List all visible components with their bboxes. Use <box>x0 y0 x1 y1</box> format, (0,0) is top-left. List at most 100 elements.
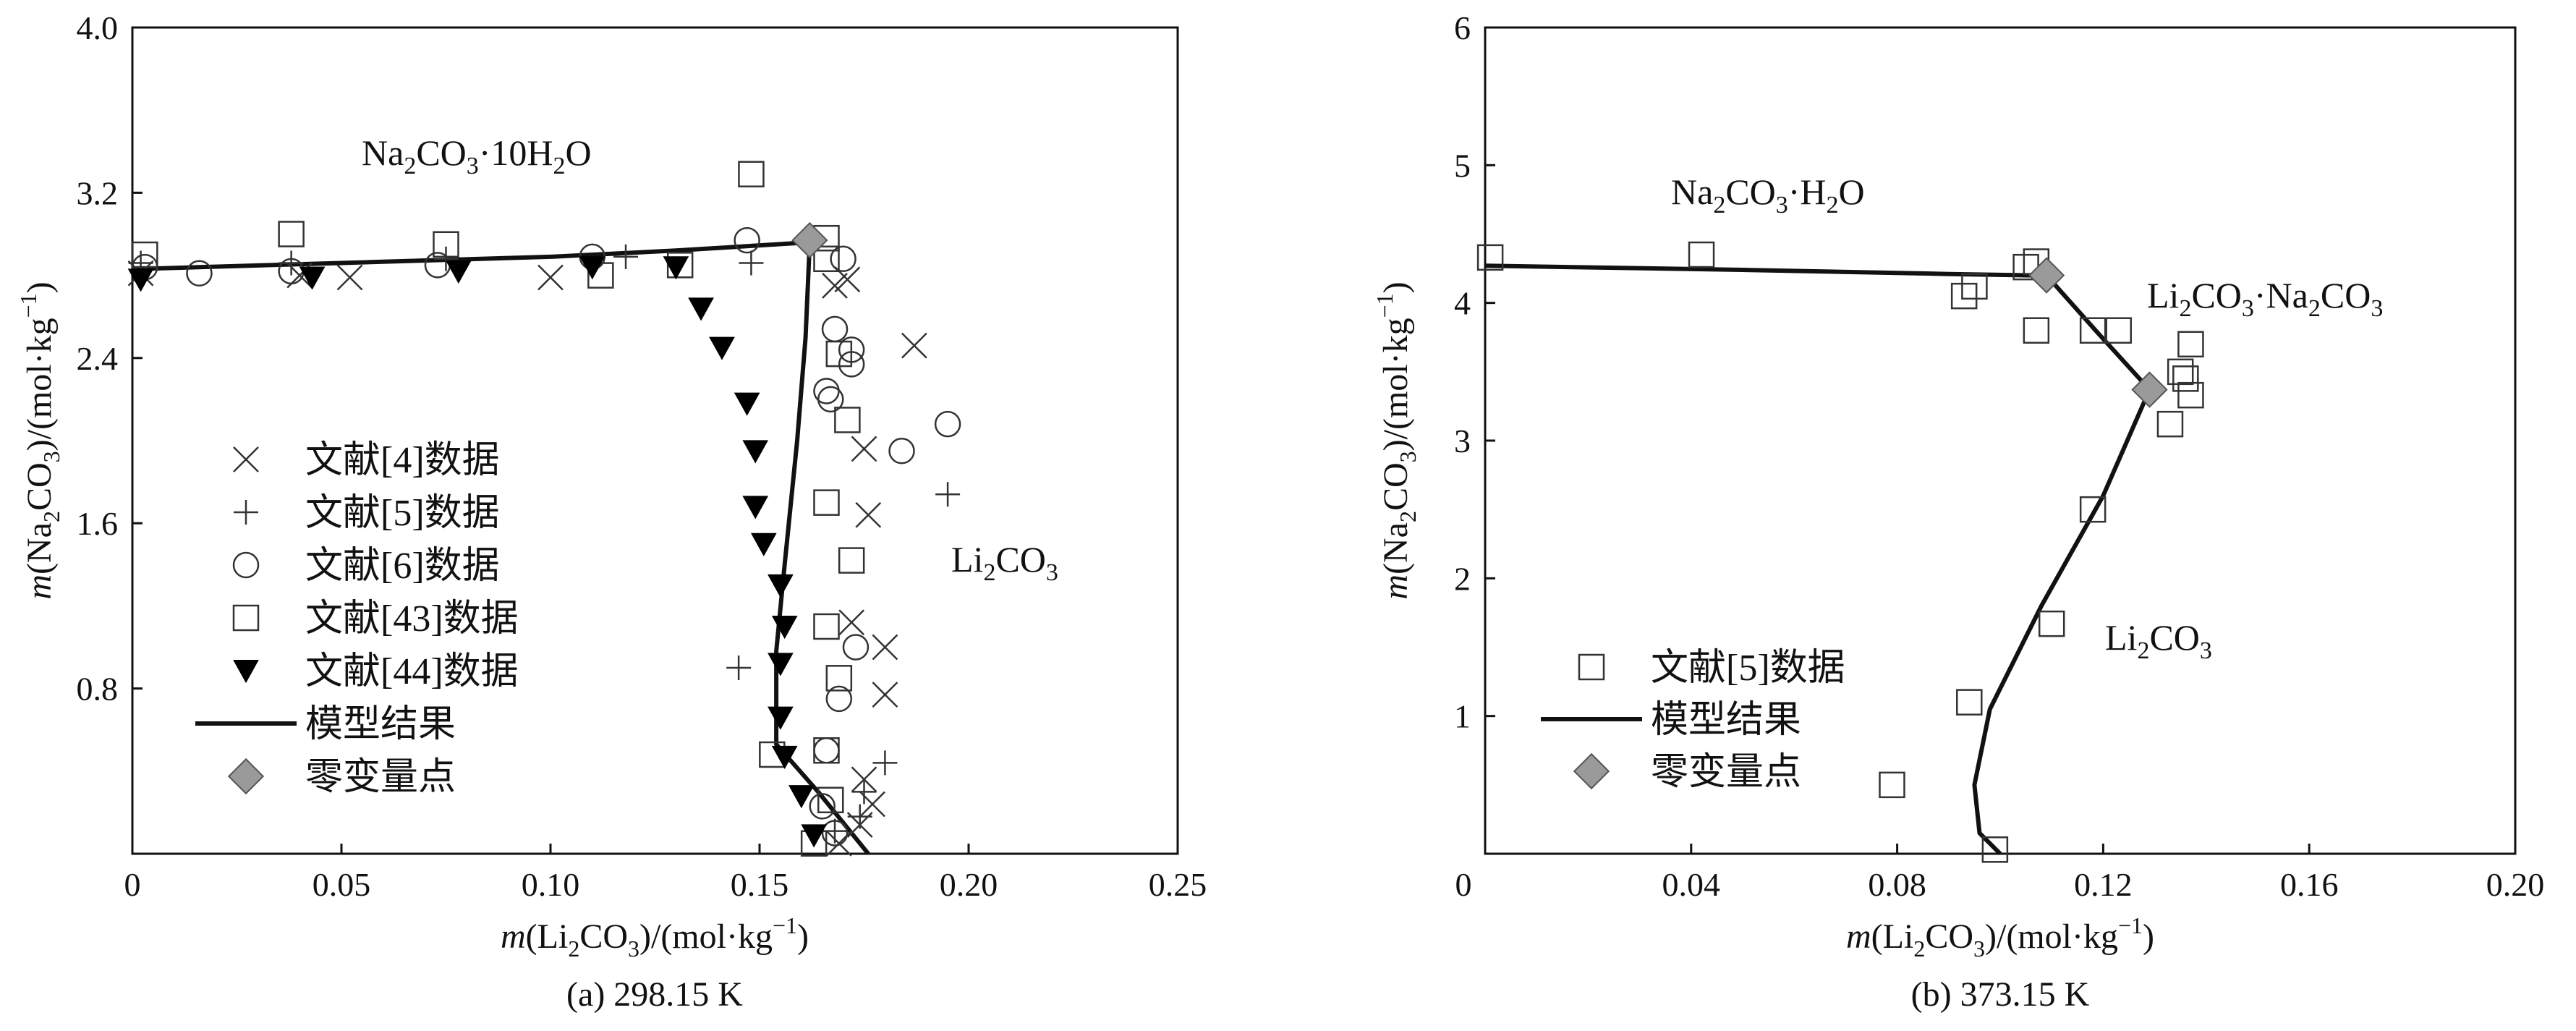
x-tick-label-b: 0.12 <box>2074 866 2133 903</box>
data-point-a-square <box>813 613 840 640</box>
y-tick-label-b: 5 <box>1454 147 1471 184</box>
data-point-a-x <box>901 332 927 359</box>
data-point-b-square <box>2079 496 2107 523</box>
legend-label-a: 文献[4]数据 <box>305 440 500 481</box>
x-axis-label-b: m(Li2CO3)/(mol·kg−1) <box>1846 912 2154 962</box>
data-point-a-square <box>813 489 840 516</box>
panel-a: 0 0.05 0.10 0.15 0.20 0.25 0.8 1.6 2.4 3.2 4.0 文献[… <box>15 9 1207 1014</box>
data-point-a-triangle-down <box>771 616 798 640</box>
data-point-b-square <box>1688 241 1715 268</box>
data-point-a-square <box>817 786 844 814</box>
region-label-li2co3-na2co3: Li2CO3·Na2CO3 <box>2147 275 2383 322</box>
data-point-a-x <box>336 264 363 291</box>
legend-swatch-b-diamond <box>1573 752 1610 790</box>
data-point-a-o <box>809 793 836 820</box>
data-point-b-square <box>2079 317 2107 344</box>
legend-label-b: 文献[5]数据 <box>1651 648 1845 689</box>
data-point-a-square <box>738 161 765 187</box>
data-point-a-o <box>830 245 856 273</box>
y-tick-label-a: 0.8 <box>77 671 119 708</box>
data-point-b-square <box>2105 317 2133 344</box>
data-point-b-square <box>1950 282 1978 310</box>
data-point-a-triangle-down <box>127 268 154 292</box>
data-point-a-+ <box>851 779 877 805</box>
data-point-b-square <box>2038 610 2065 637</box>
data-point-a-o <box>842 634 870 661</box>
tick-group-a: 0 0.05 0.10 0.15 0.20 0.25 0.8 1.6 2.4 3.2 4.0 <box>77 9 1207 903</box>
data-point-b-square <box>1981 836 2009 863</box>
legend-label-b: 模型结果 <box>1651 700 1801 741</box>
legend-label-a: 文献[5]数据 <box>305 493 500 534</box>
data-point-a-x <box>855 501 882 528</box>
data-point-a-triangle-down <box>768 653 794 676</box>
data-point-a-diamond <box>791 221 828 259</box>
y-tick-label-a: 1.6 <box>77 505 119 542</box>
data-point-a-+ <box>872 750 898 776</box>
panel-b: 0.04 0.08 0.12 0.16 0.20 0 1 2 3 4 5 6 文献[5]数据模型结果零… <box>1372 9 2544 1014</box>
y-axis-label-a: m(Na2CO3)/(mol·kg−1) <box>15 281 64 599</box>
data-point-a-+ <box>726 655 752 681</box>
data-point-a-+ <box>433 246 459 271</box>
data-point-a-triangle-down <box>801 824 827 848</box>
x-tick-label-a: 0 <box>124 866 141 903</box>
data-point-a-triangle-down <box>788 785 815 809</box>
plot-frame-a <box>131 26 1179 855</box>
y-tick-label-b: 3 <box>1454 423 1471 459</box>
data-point-a-x <box>851 766 877 793</box>
data-point-a-o <box>821 315 849 343</box>
data-point-a-triangle-down <box>750 533 777 556</box>
data-point-a-triangle-down <box>709 336 735 360</box>
data-point-a-triangle-down <box>734 392 760 416</box>
data-point-a-x <box>851 436 877 462</box>
caption-a: (a) 298.15 K <box>566 975 743 1014</box>
legend-label-a: 模型结果 <box>305 704 456 745</box>
data-point-a-square <box>834 407 861 433</box>
data-point-b-square <box>1961 273 1988 300</box>
mark-group-b <box>1476 241 2204 863</box>
data-point-a-o <box>813 737 840 764</box>
data-point-b-diamond <box>2028 257 2065 294</box>
data-point-a-square <box>813 737 840 764</box>
data-point-a-square <box>825 340 853 368</box>
legend-label-a: 零变量点 <box>305 757 456 798</box>
data-point-a-x <box>838 609 865 636</box>
x-tick-label-b: 0.08 <box>1868 866 1926 903</box>
y-tick-label-a: 2.4 <box>77 340 119 377</box>
data-point-a-x <box>822 272 848 299</box>
data-point-a-triangle-down <box>742 496 769 519</box>
data-point-a-square <box>278 221 305 247</box>
legend-label-a: 文献[44]数据 <box>305 651 519 692</box>
x-tick-label-b: 0.16 <box>2280 866 2339 903</box>
x-tick-label-b: 0.20 <box>2486 866 2545 903</box>
x-tick-label-a: 0.25 <box>1149 866 1207 903</box>
data-point-a-o <box>817 386 844 413</box>
data-point-a-square <box>433 231 459 258</box>
data-point-a-triangle-down <box>579 256 605 280</box>
x-tick-label-a: 0.20 <box>940 866 998 903</box>
x-tick-label-b-origin: 0 <box>1455 866 1472 903</box>
legend-swatch-a-triangle-down <box>233 660 259 684</box>
data-point-b-diamond <box>2131 371 2168 408</box>
data-point-a-+ <box>935 482 961 507</box>
data-point-a-triangle-down <box>768 574 794 598</box>
x-axis-label-a: m(Li2CO3)/(mol·kg−1) <box>501 912 809 962</box>
data-point-a-o <box>186 260 213 287</box>
y-tick-label-b: 1 <box>1454 698 1471 735</box>
legend-swatch-b-square <box>1578 653 1605 681</box>
y-tick-label-b: 2 <box>1454 560 1471 597</box>
data-point-a-square <box>838 547 865 574</box>
data-point-a-o <box>821 820 849 847</box>
data-point-b-square <box>2177 381 2204 409</box>
data-point-a-triangle-down <box>768 706 794 730</box>
data-point-b-square <box>2172 365 2199 392</box>
data-point-a-square <box>813 245 840 273</box>
region-label-na2co3-10h2o: Na2CO3·10H2O <box>362 132 592 179</box>
data-point-a-x <box>537 264 564 291</box>
data-point-a-x <box>872 682 898 708</box>
legend-swatch-a-square <box>232 604 260 632</box>
y-tick-label-a: 3.2 <box>77 174 119 211</box>
legend-label-a: 文献[6]数据 <box>305 546 500 587</box>
data-point-a-+ <box>739 250 764 276</box>
